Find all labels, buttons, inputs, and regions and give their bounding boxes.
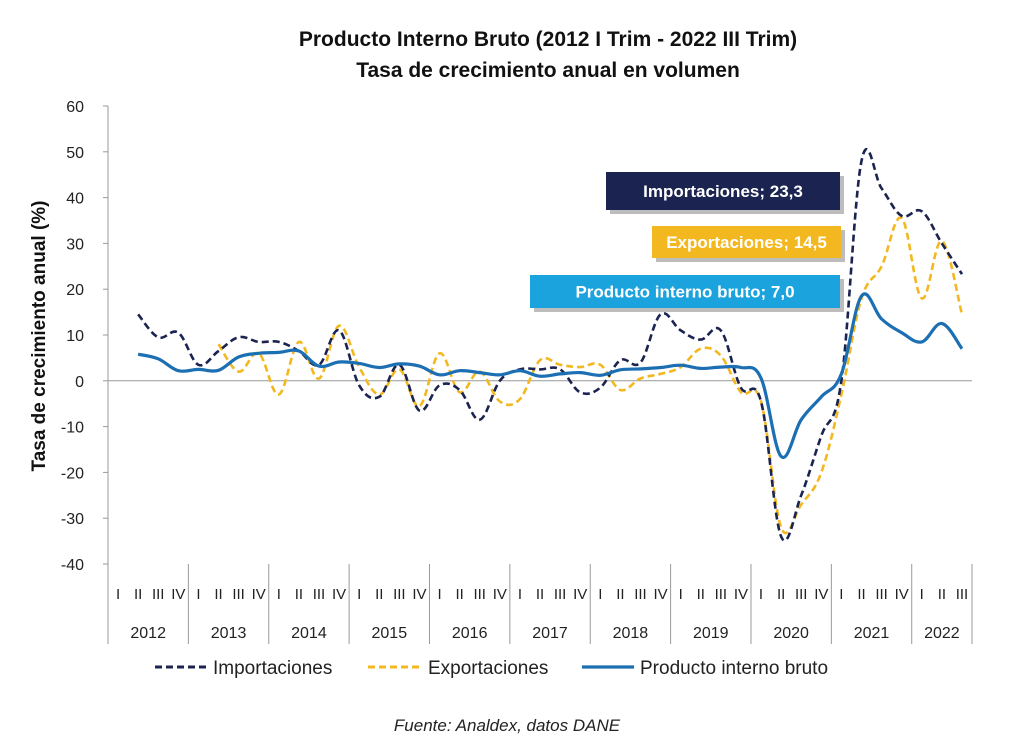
chart-subtitle: Tasa de crecimiento anual en volumen — [356, 59, 740, 82]
quarter-label: IV — [493, 586, 507, 603]
year-label: 2017 — [532, 625, 568, 642]
quarter-label: IV — [412, 586, 426, 603]
y-axis-label: Tasa de crecimiento anual (%) — [29, 200, 50, 471]
source-note: Fuente: Analdex, datos DANE — [394, 716, 621, 735]
callout-box — [652, 226, 841, 258]
callout-label: Importaciones; 23,3 — [643, 182, 803, 201]
legend-label: Importaciones — [213, 658, 332, 679]
quarter-label: III — [795, 586, 808, 603]
y-tick-label: 0 — [75, 374, 84, 391]
quarter-label: III — [232, 586, 245, 603]
year-label: 2021 — [854, 625, 890, 642]
quarter-label: II — [616, 586, 624, 603]
y-tick-label: -20 — [61, 465, 84, 482]
quarter-label: III — [393, 586, 406, 603]
quarter-label: I — [437, 586, 441, 603]
quarter-label: IV — [252, 586, 266, 603]
quarter-label: I — [116, 586, 120, 603]
year-label: 2020 — [773, 625, 809, 642]
quarter-label: I — [920, 586, 924, 603]
series-line-1 — [217, 216, 964, 535]
callout-box — [606, 172, 840, 210]
year-label: 2012 — [130, 625, 166, 642]
series-line-2 — [137, 292, 964, 460]
quarter-label: II — [938, 586, 946, 603]
quarter-label: IV — [653, 586, 667, 603]
year-label: 2013 — [211, 625, 247, 642]
quarter-label: I — [518, 586, 522, 603]
quarter-label: IV — [895, 586, 909, 603]
y-tick-label: 60 — [66, 99, 84, 116]
chart-title: Producto Interno Bruto (2012 I Trim - 20… — [299, 28, 797, 51]
quarter-label: I — [759, 586, 763, 603]
quarter-label: IV — [573, 586, 587, 603]
y-tick-label: 10 — [66, 328, 84, 345]
quarter-label: II — [455, 586, 463, 603]
y-tick-label: -10 — [61, 420, 84, 437]
quarter-label: IV — [171, 586, 185, 603]
y-tick-label: 40 — [66, 191, 84, 208]
callout-label: Exportaciones; 14,5 — [666, 233, 827, 252]
quarter-label: II — [134, 586, 142, 603]
quarter-label: III — [554, 586, 567, 603]
quarter-label: III — [313, 586, 326, 603]
year-label: 2015 — [372, 625, 408, 642]
callouts: Importaciones; 23,3 Exportaciones; 14,5 Pr… — [530, 172, 845, 312]
quarter-label: II — [214, 586, 222, 603]
legend: Importaciones Exportaciones Producto inter… — [155, 658, 828, 679]
series-line-0 — [137, 148, 964, 542]
quarter-label: I — [196, 586, 200, 603]
quarter-label: I — [839, 586, 843, 603]
y-ticks: 60 50 40 30 20 10 0 -10 -20 -30 -40 — [61, 99, 84, 574]
year-label: 2022 — [924, 625, 960, 642]
quarter-label: II — [295, 586, 303, 603]
quarter-label: III — [473, 586, 486, 603]
y-tick-label: 30 — [66, 236, 84, 253]
quarter-label: I — [357, 586, 361, 603]
y-tick-label: -30 — [61, 511, 84, 528]
quarter-label: III — [152, 586, 165, 603]
legend-label: Exportaciones — [428, 658, 548, 679]
quarter-label: II — [536, 586, 544, 603]
quarter-label: II — [857, 586, 865, 603]
quarter-label: IV — [734, 586, 748, 603]
quarter-label: III — [715, 586, 728, 603]
legend-label: Producto interno bruto — [640, 658, 828, 679]
axes — [103, 105, 973, 644]
year-label: 2019 — [693, 625, 729, 642]
quarter-label: III — [875, 586, 888, 603]
quarter-label: I — [679, 586, 683, 603]
year-label: 2016 — [452, 625, 488, 642]
quarter-label: II — [697, 586, 705, 603]
y-tick-label: 50 — [66, 145, 84, 162]
quarter-label: IV — [814, 586, 828, 603]
quarter-label: II — [375, 586, 383, 603]
quarter-label: I — [598, 586, 602, 603]
quarter-label: III — [956, 586, 969, 603]
quarter-label: I — [277, 586, 281, 603]
callout-box — [530, 275, 840, 308]
y-tick-label: -40 — [61, 557, 84, 574]
quarter-label: II — [777, 586, 785, 603]
year-label: 2014 — [291, 625, 327, 642]
quarter-label: III — [634, 586, 647, 603]
y-tick-label: 20 — [66, 282, 84, 299]
series-lines — [137, 148, 964, 542]
callout-label: Producto interno bruto; 7,0 — [575, 283, 794, 302]
year-label: 2018 — [613, 625, 649, 642]
quarter-label: IV — [332, 586, 346, 603]
